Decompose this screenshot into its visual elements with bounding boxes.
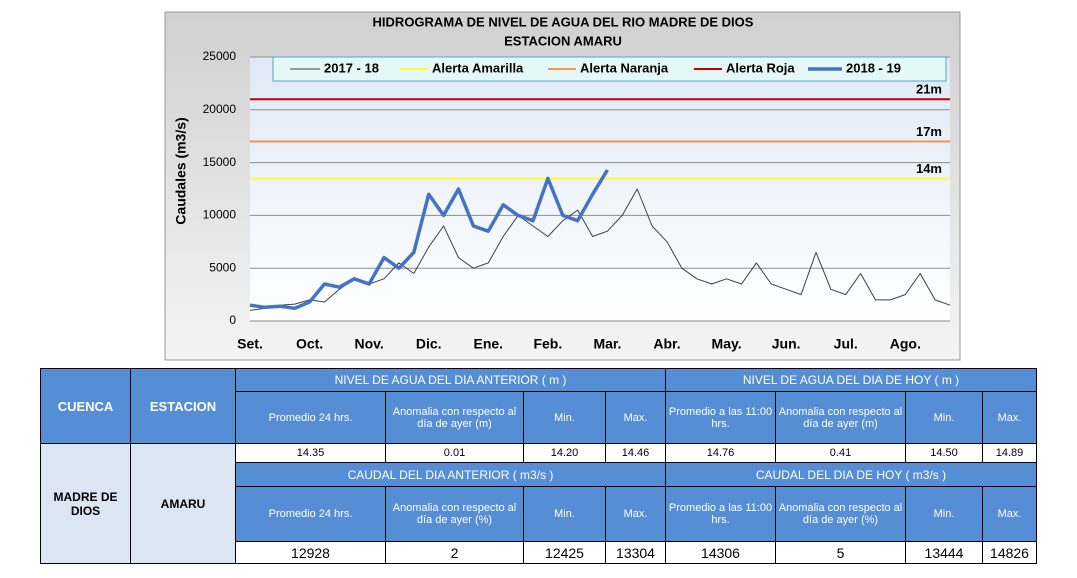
caudal-value: 12425 xyxy=(523,541,606,564)
sub-header: Min. xyxy=(905,486,983,542)
header-cell: ESTACION xyxy=(130,368,236,444)
caudal-value: 13304 xyxy=(605,541,666,564)
group-header: CAUDAL DEL DIA ANTERIOR ( m3/s ) xyxy=(235,462,666,487)
nivel-value: 14.35 xyxy=(235,443,386,463)
legend-label: 2018 - 19 xyxy=(846,60,901,75)
x-tick-label: Set. xyxy=(237,336,263,352)
legend-label: Alerta Naranja xyxy=(580,60,669,75)
nivel-value: 14.20 xyxy=(523,443,606,463)
x-tick-label: Ene. xyxy=(474,336,504,352)
threshold-label: 17m xyxy=(916,124,942,139)
sub-header: Promedio 24 hrs. xyxy=(235,486,386,542)
sub-header: Anomalia con respecto al día de ayer (m) xyxy=(775,391,906,444)
x-tick-label: Dic. xyxy=(416,336,442,352)
chart-subtitle: ESTACION AMARU xyxy=(504,33,622,48)
nivel-value: 14.89 xyxy=(982,443,1037,463)
sub-header: Anomalia con respecto al día de ayer (m) xyxy=(385,391,524,444)
sub-header: Promedio 24 hrs. xyxy=(235,391,386,444)
caudal-value: 13444 xyxy=(905,541,983,564)
sub-header: Anomalia con respecto al día de ayer (%) xyxy=(385,486,524,542)
group-header: NIVEL DE AGUA DEL DIA DE HOY ( m ) xyxy=(665,368,1037,392)
estacion-cell: AMARU xyxy=(130,443,236,564)
sub-header: Max. xyxy=(605,391,666,444)
sub-header: Min. xyxy=(523,486,606,542)
group-header: NIVEL DE AGUA DEL DIA ANTERIOR ( m ) xyxy=(235,368,666,392)
y-tick-label: 0 xyxy=(229,313,236,327)
x-tick-label: Abr. xyxy=(653,336,680,352)
nivel-value: 0.01 xyxy=(385,443,524,463)
caudal-value: 12928 xyxy=(235,541,386,564)
nivel-value: 14.46 xyxy=(605,443,666,463)
y-tick-label: 10000 xyxy=(203,208,237,222)
x-tick-label: Jun. xyxy=(772,336,801,352)
x-tick-label: Nov. xyxy=(354,336,383,352)
y-axis-label: Caudales (m3/s) xyxy=(173,117,189,224)
y-tick-label: 5000 xyxy=(209,260,236,274)
cuenca-cell: MADRE DE DIOS xyxy=(40,443,131,564)
marks: 14m 17m 21m xyxy=(249,82,951,322)
legend-items: 2017 - 18 Alerta Amarilla Alerta Naranja Al… xyxy=(290,60,901,75)
x-tick-label: May. xyxy=(712,336,742,352)
caudal-value: 14826 xyxy=(982,541,1037,564)
sub-header: Promedio a las 11:00 hrs. xyxy=(665,486,776,542)
sub-header: Promedio a las 11:00 hrs. xyxy=(665,391,776,444)
threshold-label: 14m xyxy=(916,161,942,176)
legend-label: Alerta Amarilla xyxy=(432,60,524,75)
sub-header: Max. xyxy=(982,486,1037,542)
plot-area xyxy=(250,57,950,321)
x-tick-label: Mar. xyxy=(593,336,621,352)
x-tick-label: Oct. xyxy=(296,336,323,352)
chart-title: HIDROGRAMA DE NIVEL DE AGUA DEL RIO MADR… xyxy=(373,14,754,29)
y-tick-label: 20000 xyxy=(203,102,237,116)
sub-header: Min. xyxy=(523,391,606,444)
x-tick-label: Ago. xyxy=(890,336,921,352)
caudal-value: 5 xyxy=(775,541,906,564)
x-tick-label: Feb. xyxy=(533,336,562,352)
y-tick-label: 25000 xyxy=(203,49,237,63)
threshold-label: 21m xyxy=(916,82,942,97)
y-tick-label: 15000 xyxy=(203,155,237,169)
caudal-value: 14306 xyxy=(665,541,776,564)
x-tick-label: Jul. xyxy=(834,336,858,352)
legend-label: Alerta Roja xyxy=(726,60,795,75)
nivel-value: 0.41 xyxy=(775,443,906,463)
legend-label: 2017 - 18 xyxy=(324,60,379,75)
nivel-value: 14.76 xyxy=(665,443,776,463)
caudal-value: 2 xyxy=(385,541,524,564)
sub-header: Anomalia con respecto al día de ayer (%) xyxy=(775,486,906,542)
series-line xyxy=(249,169,609,311)
header-cell: CUENCA xyxy=(40,368,131,444)
group-header: CAUDAL DEL DIA DE HOY ( m3/s ) xyxy=(665,462,1037,487)
sub-header: Max. xyxy=(605,486,666,542)
chart: HIDROGRAMA DE NIVEL DE AGUA DEL RIO MADR… xyxy=(164,11,961,361)
nivel-value: 14.50 xyxy=(905,443,983,463)
sub-header: Min. xyxy=(905,391,983,444)
sub-header: Max. xyxy=(982,391,1037,444)
summary-table: CUENCA ESTACION NIVEL DE AGUA DEL DIA AN… xyxy=(40,368,1037,564)
